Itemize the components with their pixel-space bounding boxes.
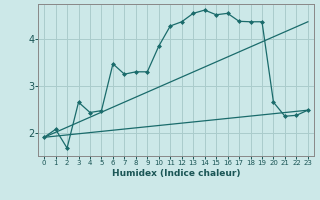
X-axis label: Humidex (Indice chaleur): Humidex (Indice chaleur) bbox=[112, 169, 240, 178]
